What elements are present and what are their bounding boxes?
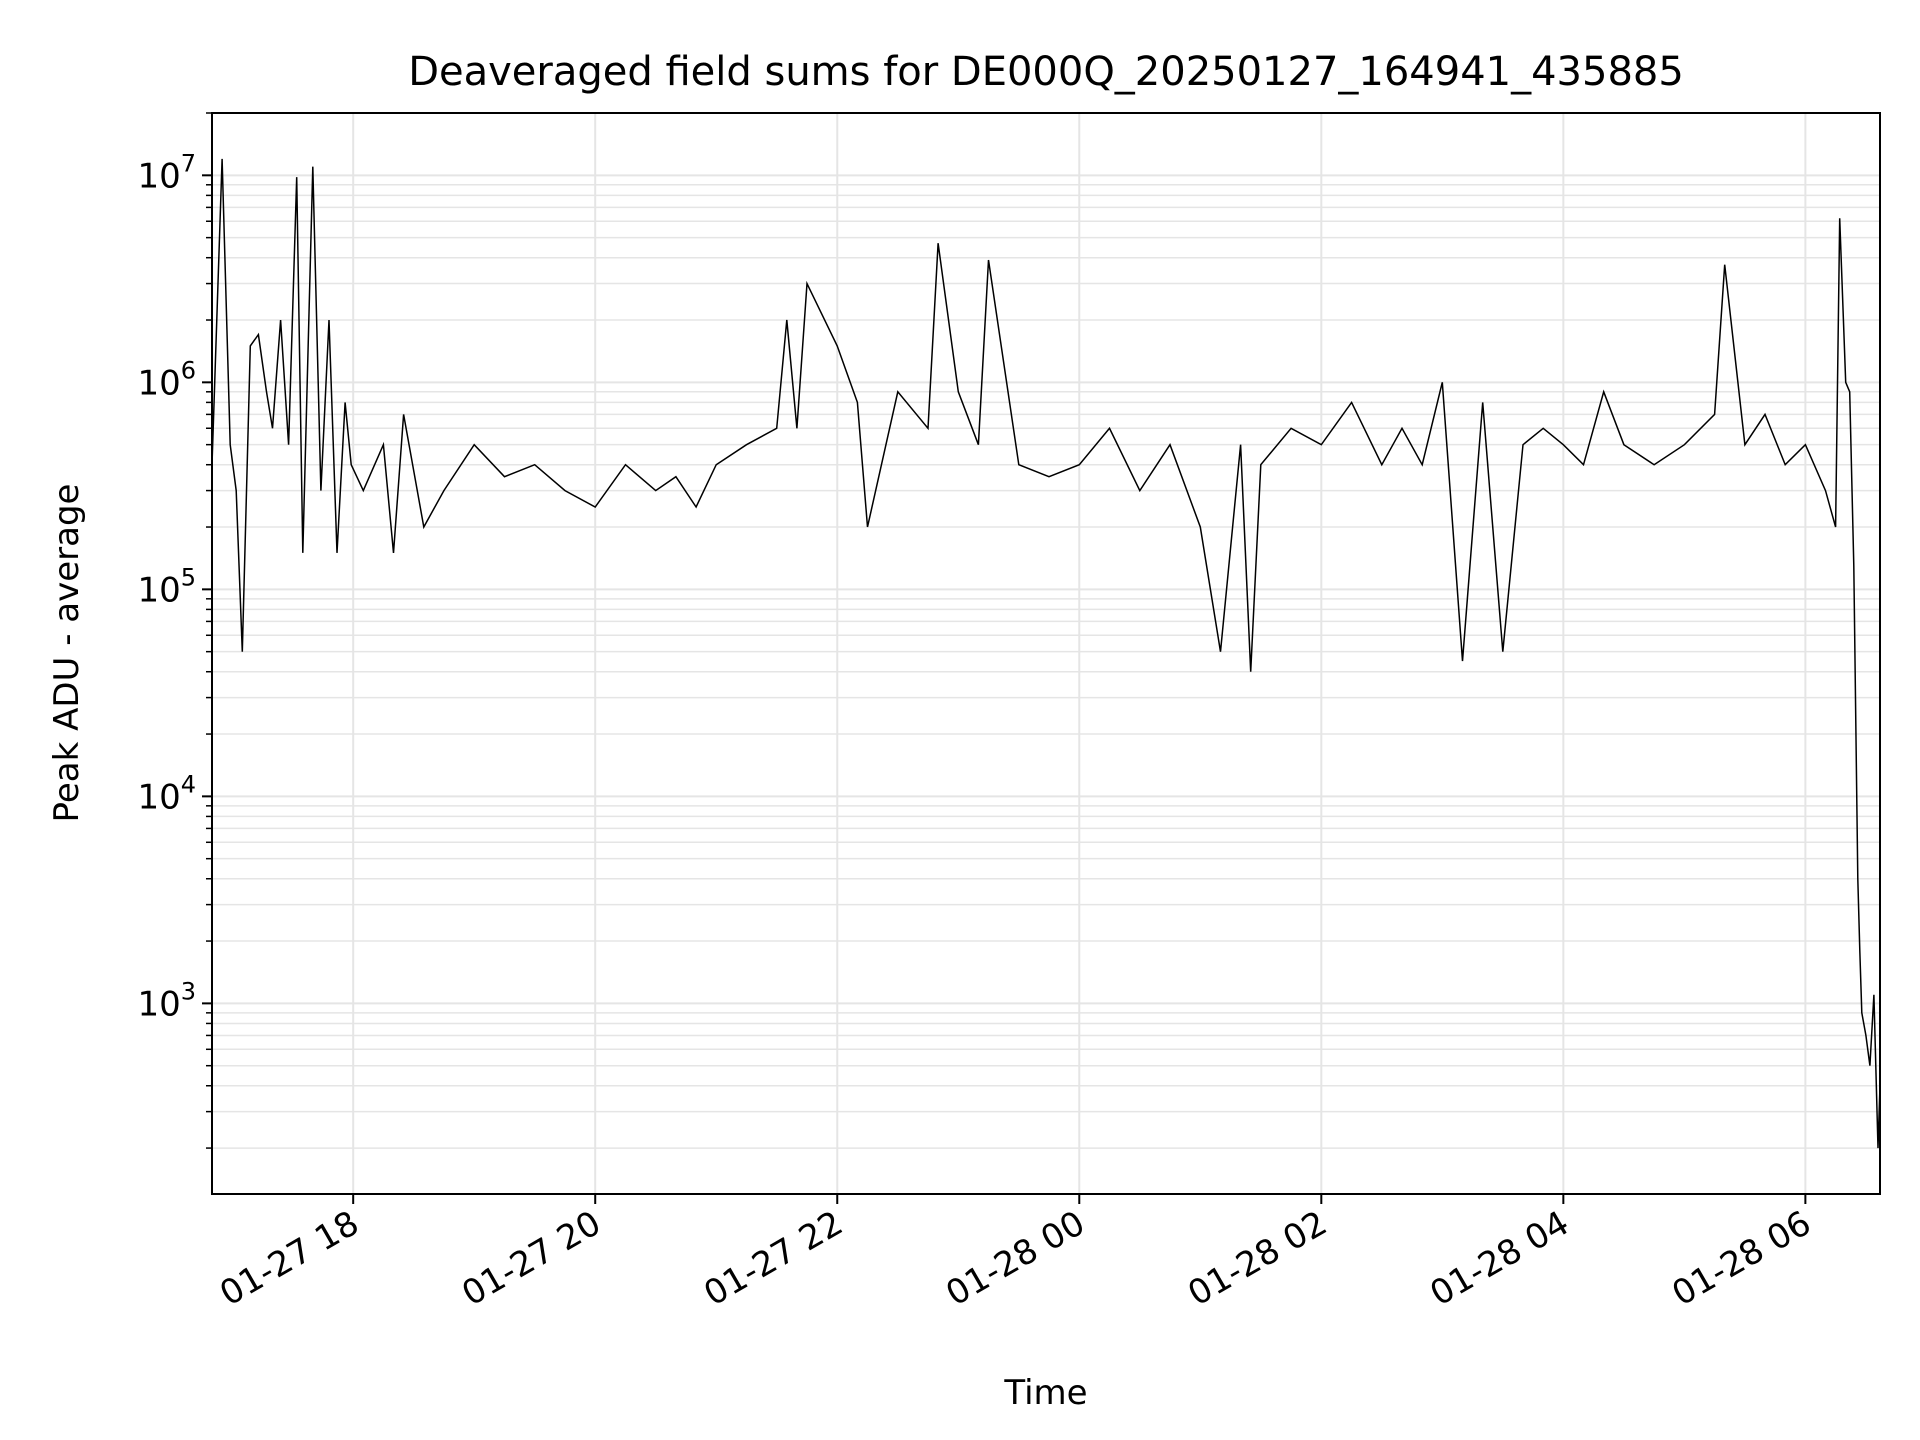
- x-tick-label: 01-28 06: [1665, 1203, 1817, 1314]
- grid: [212, 112, 1880, 1194]
- y-tick-label: 106: [137, 356, 196, 403]
- y-tick-base: 10: [137, 570, 180, 610]
- plot-frame: [211, 112, 1881, 1195]
- y-axis-label: Peak ADU - average: [47, 484, 87, 823]
- y-tick-exponent: 6: [181, 356, 196, 384]
- chart-title: Deaveraged field sums for DE000Q_2025012…: [408, 49, 1684, 95]
- x-tick-label: 01-27 18: [213, 1203, 365, 1314]
- y-tick-base: 10: [137, 777, 180, 817]
- y-tick-base: 10: [137, 984, 180, 1024]
- y-tick-label: 105: [137, 563, 196, 610]
- y-tick-label: 103: [137, 977, 196, 1024]
- series-layer: [212, 158, 1880, 1149]
- y-tick-exponent: 3: [181, 977, 196, 1005]
- y-tick-base: 10: [137, 156, 180, 196]
- y-tick-base: 10: [137, 363, 180, 403]
- y-tick-label: 104: [137, 770, 196, 817]
- x-axis: 01-27 18 01-27 20 01-27 22 01-28 00 01-28 02…: [213, 1194, 1818, 1314]
- y-tick-exponent: 4: [181, 770, 196, 798]
- y-tick-label: 107: [137, 149, 196, 196]
- x-axis-label: Time: [1003, 1373, 1087, 1413]
- x-tick-label: 01-27 22: [697, 1203, 849, 1314]
- x-tick-label: 01-28 04: [1423, 1203, 1575, 1314]
- series-line: [212, 158, 1880, 1149]
- y-tick-exponent: 7: [181, 149, 196, 177]
- y-tick-exponent: 5: [181, 563, 196, 591]
- x-tick-label: 01-27 20: [455, 1203, 607, 1314]
- x-tick-label: 01-28 00: [939, 1203, 1091, 1314]
- x-tick-label: 01-28 02: [1181, 1203, 1333, 1314]
